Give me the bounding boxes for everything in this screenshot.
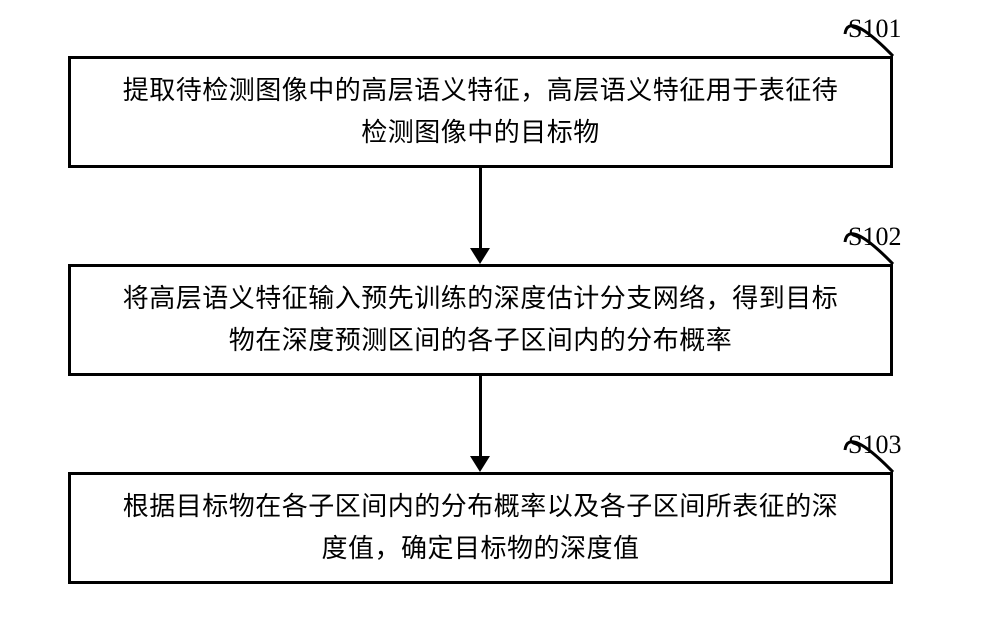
step-box-s103: 根据目标物在各子区间内的分布概率以及各子区间所表征的深 度值，确定目标物的深度值 bbox=[68, 472, 893, 584]
step-text-s101: 提取待检测图像中的高层语义特征，高层语义特征用于表征待 检测图像中的目标物 bbox=[123, 70, 839, 153]
step-s101-line2: 检测图像中的目标物 bbox=[361, 118, 600, 147]
step-label-s103: S103 bbox=[848, 430, 901, 460]
arrow-1-head bbox=[470, 248, 490, 264]
flowchart-canvas: 提取待检测图像中的高层语义特征，高层语义特征用于表征待 检测图像中的目标物 S1… bbox=[0, 0, 1000, 638]
step-s103-line1: 根据目标物在各子区间内的分布概率以及各子区间所表征的深 bbox=[123, 492, 839, 521]
step-label-s102: S102 bbox=[848, 222, 901, 252]
arrow-2-line bbox=[479, 376, 482, 456]
step-s103-line2: 度值，确定目标物的深度值 bbox=[321, 534, 639, 563]
step-text-s102: 将高层语义特征输入预先训练的深度估计分支网络，得到目标 物在深度预测区间的各子区… bbox=[123, 278, 839, 361]
step-text-s103: 根据目标物在各子区间内的分布概率以及各子区间所表征的深 度值，确定目标物的深度值 bbox=[123, 486, 839, 569]
step-s102-line2: 物在深度预测区间的各子区间内的分布概率 bbox=[229, 326, 733, 355]
step-s102-line1: 将高层语义特征输入预先训练的深度估计分支网络，得到目标 bbox=[123, 284, 839, 313]
arrow-2-head bbox=[470, 456, 490, 472]
step-box-s102: 将高层语义特征输入预先训练的深度估计分支网络，得到目标 物在深度预测区间的各子区… bbox=[68, 264, 893, 376]
step-box-s101: 提取待检测图像中的高层语义特征，高层语义特征用于表征待 检测图像中的目标物 bbox=[68, 56, 893, 168]
arrow-1-line bbox=[479, 168, 482, 248]
step-s101-line1: 提取待检测图像中的高层语义特征，高层语义特征用于表征待 bbox=[123, 76, 839, 105]
step-label-s101: S101 bbox=[848, 14, 901, 44]
